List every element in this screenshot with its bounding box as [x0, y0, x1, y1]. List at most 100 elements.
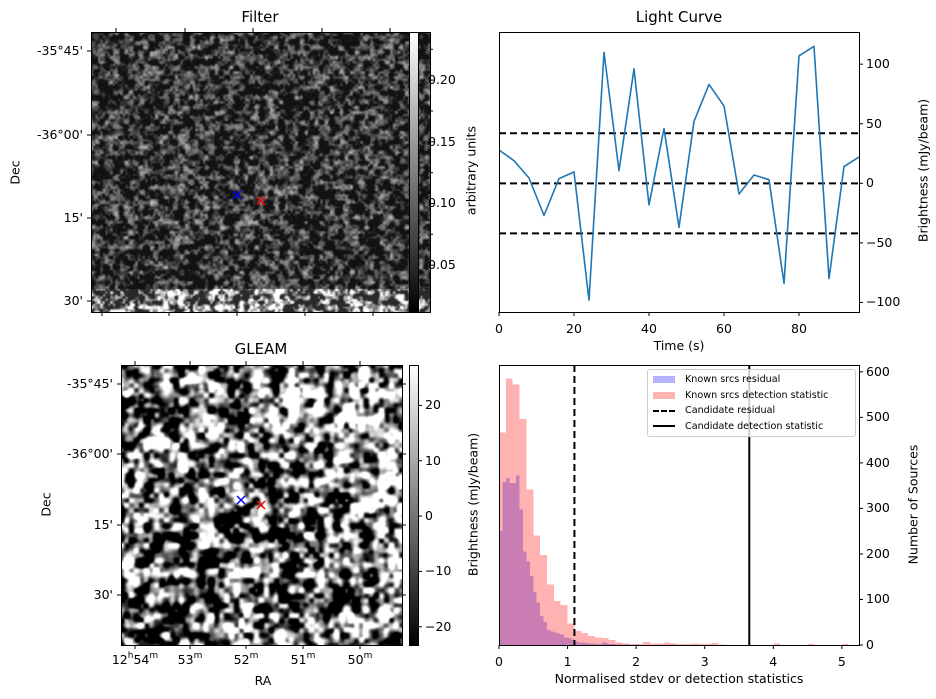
ra-minutes-unit: m [306, 651, 316, 661]
histogram-bar [643, 641, 650, 645]
gleam-colorbar-tick-label: 20 [425, 397, 441, 413]
histogram-bar [684, 644, 691, 645]
histogram-bar [663, 642, 671, 645]
histogram-bar [577, 642, 582, 645]
histogram-bar [615, 642, 623, 645]
histogram-x-tick-label: 1 [563, 654, 572, 669]
filter-colorbar [409, 32, 418, 312]
gleam-colorbar-tick-label: −20 [425, 618, 452, 634]
histogram-bar [574, 630, 582, 645]
histogram-bar [547, 584, 554, 645]
histogram-bar [533, 592, 537, 645]
histogram-ylabel: Number of Sources [905, 444, 921, 565]
histogram-bar [567, 623, 575, 645]
light-curve-x-tick-label: 0 [495, 321, 503, 336]
histogram-bar [841, 644, 849, 645]
histogram-bar [519, 419, 527, 645]
ra-minutes: 53 [177, 652, 194, 667]
histogram-bar [543, 621, 547, 645]
histogram-bar [560, 604, 568, 645]
histogram-y-tick-label: 500 [866, 409, 890, 425]
histogram-bar [773, 643, 781, 645]
histogram-bar [529, 575, 534, 645]
red-x-marker [256, 500, 266, 510]
gleam-dec-tick-label: -36°00' [66, 446, 113, 461]
histogram-bar [533, 535, 541, 645]
red-x-marker [256, 196, 266, 206]
histogram-bar [540, 554, 547, 645]
histogram-bar [526, 561, 530, 645]
histogram-bar [550, 631, 554, 645]
histogram-bar [656, 643, 664, 645]
histogram-y-tick-label: 0 [866, 637, 874, 652]
histogram-y-tick-label: 400 [866, 454, 890, 470]
filter-dec-tick-label: -36°00' [36, 127, 83, 142]
histogram-series-residual [499, 475, 674, 645]
histogram-bar [598, 644, 602, 645]
red-x-marker-stroke [256, 500, 266, 510]
histogram-bar [595, 637, 602, 645]
legend-label: Candidate detection statistic [685, 420, 824, 432]
light-curve-xlabel: Time (s) [653, 338, 705, 353]
light-curve-title: Light Curve [635, 8, 723, 26]
filter-colorbar-tick-label: 0.20 [428, 72, 456, 88]
histogram-bar [512, 384, 520, 645]
ra-minutes-unit: m [193, 651, 203, 661]
legend-entry: Known srcs residual [653, 372, 850, 388]
filter-dec-tick-label: 30' [63, 293, 83, 308]
histogram-bar [591, 643, 595, 645]
gleam-ra-tick-label: 53m [150, 651, 230, 668]
light-curve-y-tick-label: −50 [866, 234, 893, 250]
legend-dashed-line-icon [653, 409, 675, 412]
histogram-x-tick-label: 4 [769, 654, 778, 669]
histogram-bar [670, 643, 678, 645]
filter-colorbar-tick-label: 0.15 [428, 133, 456, 149]
light-curve-x-tick-label: 60 [716, 321, 732, 336]
histogram-bar [711, 643, 719, 645]
gleam-dec-tick-label: 30' [93, 587, 113, 602]
histogram-bar [588, 635, 595, 645]
legend-label: Candidate residual [685, 405, 776, 417]
filter-colorbar-border [409, 32, 419, 313]
histogram-y-tick-label: 600 [866, 363, 890, 379]
histogram-bar [505, 378, 513, 645]
gleam-xlabel: RA [254, 673, 272, 688]
histogram-bar [608, 639, 616, 645]
light-curve-y-tick-label: 0 [866, 175, 874, 191]
histogram-x-tick-label: 3 [700, 654, 709, 669]
legend-solid-line-icon [653, 425, 675, 428]
gleam-ra-tick-label: 12h54m [95, 651, 175, 668]
blue-x-marker-stroke [232, 190, 242, 200]
histogram-bar [547, 629, 551, 645]
gleam-image-border [121, 365, 403, 646]
histogram-x-tick-label: 5 [837, 654, 846, 669]
red-x-marker-stroke [256, 196, 266, 206]
filter-title: Filter [241, 8, 279, 26]
histogram-bar [601, 642, 606, 645]
filter-dec-tick-label: 15' [63, 210, 83, 225]
histogram-bar [526, 489, 534, 645]
legend-entry: Known srcs detection statistic [653, 388, 850, 404]
histogram-bar [505, 477, 510, 645]
histogram-bar [807, 644, 815, 645]
ra-hours-unit: h [127, 651, 134, 661]
histogram-bar [622, 643, 630, 645]
gleam-colorbar-tick-label: −10 [425, 563, 452, 579]
legend-entry: Candidate residual [653, 403, 850, 419]
histogram-bar [612, 644, 616, 645]
histogram-bar [588, 643, 592, 645]
histogram-x-tick-label: 2 [632, 654, 641, 669]
histogram-bar [571, 639, 575, 645]
histogram-bar [608, 644, 613, 645]
gleam-colorbar-tick-label: 10 [425, 452, 441, 468]
gleam-ra-tick-label: 51m [263, 651, 343, 668]
ra-minutes-unit: m [363, 651, 373, 661]
histogram-y-tick-label: 300 [866, 500, 890, 516]
ra-minutes: 51 [290, 652, 307, 667]
histogram-bar [704, 644, 712, 645]
histogram-series-detection-statistic [499, 378, 849, 645]
histogram-x-tick-label: 0 [495, 654, 503, 669]
light-curve-y-tick-label: 50 [866, 115, 882, 131]
